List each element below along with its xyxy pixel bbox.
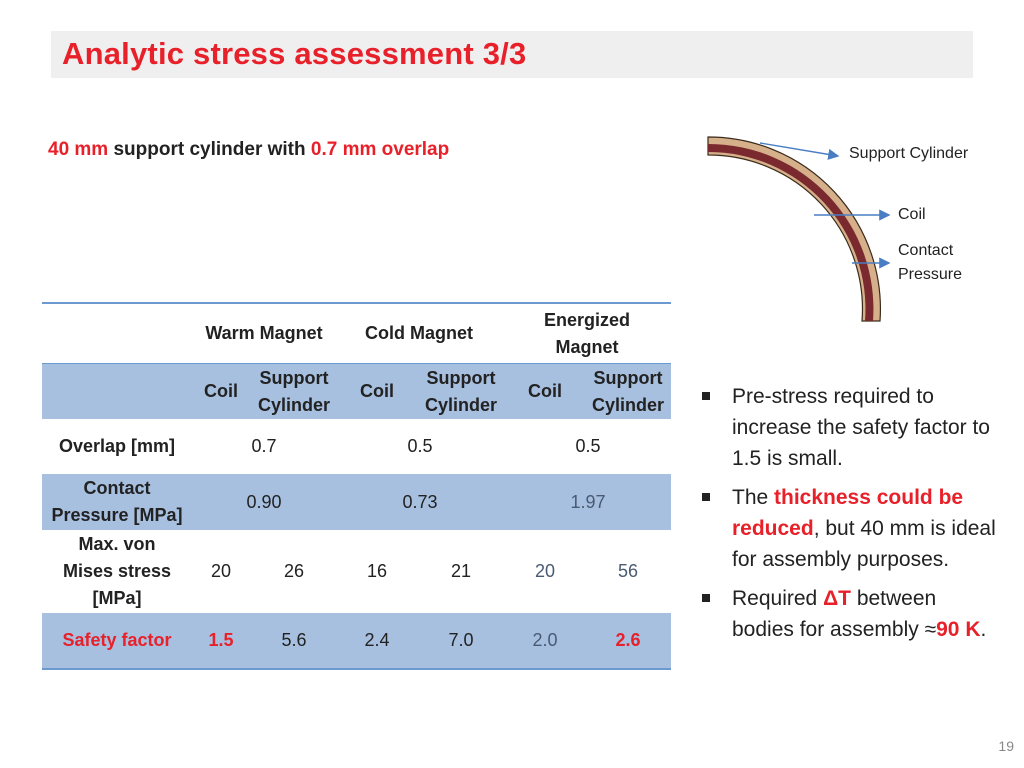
subheader-support-cylinder: Support Cylinder [419, 364, 503, 419]
subheader-support-line2: Cylinder [257, 394, 331, 415]
page-number: 19 [998, 738, 1014, 754]
header-warm-magnet: Warm Magnet [205, 323, 323, 343]
subtitle-overlap: 0.7 mm overlap [310, 139, 450, 160]
safety-cold-coil: 2.4 [364, 630, 390, 650]
label-coil: Coil [898, 206, 926, 223]
label-contact-line1: Contact [898, 242, 954, 259]
contact-label-line2: Pressure [MPa] [51, 505, 183, 525]
row-label-von-mises: Max. von Mises stress [MPa] [42, 530, 192, 613]
support-cylinder-arrow [759, 142, 840, 160]
subheader-coil: Coil [528, 381, 562, 401]
coil-band [708, 143, 874, 321]
bullet-square-icon [702, 493, 710, 501]
subheader-support-line1: Support [259, 367, 329, 388]
table-row-contact-pressure: Contact Pressure [MPa] 0.90 0.73 1.97 [42, 474, 671, 530]
contact-energized: 1.97 [570, 491, 606, 512]
contact-label-line1: Contact [83, 478, 151, 498]
header-cold-magnet: Cold Magnet [365, 323, 473, 343]
contact-warm: 0.90 [246, 491, 282, 512]
subheader-support-line2: Cylinder [591, 394, 665, 415]
label-support-cylinder: Support Cylinder [849, 145, 969, 162]
overlap-warm: 0.7 [251, 436, 277, 456]
row-label-overlap: Overlap [mm] [58, 436, 176, 456]
header-energized-line1: Energized [543, 309, 631, 330]
mises-label-line3: [MPa] [92, 588, 142, 608]
slide-subtitle: 40 mm support cylinder with 0.7 mm overl… [48, 139, 449, 161]
bullet-thickness-highlight: thickness could be reduced [732, 486, 964, 540]
subheader-support-line1: Support [426, 367, 496, 388]
label-contact-line2: Pressure [898, 266, 963, 283]
stress-table: Warm Magnet Cold Magnet Energized Magnet… [42, 302, 671, 670]
table-row-safety-factor: Safety factor 1.5 5.6 2.4 7.0 2.0 2.6 [42, 613, 671, 668]
table-row-overlap: Overlap [mm] 0.7 0.5 0.5 [42, 419, 671, 474]
row-label-safety-factor: Safety factor [62, 630, 172, 650]
bullet-text-prestress: Pre-stress required to increase the safe… [732, 385, 990, 470]
contact-cold: 0.73 [402, 491, 438, 512]
bullet-item-delta-t: Required ΔT between bodies for assembly … [700, 583, 1000, 645]
cylinder-cross-section-diagram: Support Cylinder Coil Contact Pressure [690, 125, 1010, 330]
subheader-support-line1: Support [593, 367, 663, 388]
safety-cold-support: 7.0 [448, 630, 474, 650]
title-bar [51, 31, 973, 78]
bullet-deltat-value: 90 K [936, 618, 981, 641]
bullet-deltat-symbol: ΔT [823, 587, 851, 610]
subheader-support-line2: Cylinder [424, 394, 498, 415]
table-header-row: Warm Magnet Cold Magnet Energized Magnet [42, 304, 671, 363]
arc-illustration [707, 136, 891, 322]
bullet-thickness-post: , but 40 mm is ideal for assembly purpos… [732, 517, 996, 571]
overlap-cold: 0.5 [407, 436, 433, 456]
subtitle-middle: support cylinder with [108, 139, 311, 160]
subheader-coil: Coil [204, 381, 238, 401]
bullet-deltat-pre: Required [732, 587, 824, 610]
table-row-von-mises: Max. von Mises stress [MPa] 20 26 16 21 … [42, 530, 671, 613]
safety-warm-coil: 1.5 [208, 630, 234, 650]
row-label-contact-pressure: Contact Pressure [MPa] [42, 474, 192, 530]
mises-cold-coil: 16 [366, 561, 388, 581]
safety-energized-coil: 2.0 [532, 630, 558, 650]
bullet-item-thickness: The thickness could be reduced, but 40 m… [700, 482, 1000, 575]
mises-energized-coil: 20 [534, 561, 556, 581]
slide-title: Analytic stress assessment 3/3 [62, 36, 527, 71]
bullet-square-icon [702, 594, 710, 602]
bullet-item-prestress: Pre-stress required to increase the safe… [700, 381, 1000, 474]
safety-energized-support: 2.6 [615, 630, 641, 650]
safety-warm-support: 5.6 [281, 630, 307, 650]
subheader-support-cylinder: Support Cylinder [586, 364, 670, 419]
subheader-coil: Coil [360, 381, 394, 401]
mises-energized-support: 56 [617, 561, 639, 581]
bullet-list: Pre-stress required to increase the safe… [700, 381, 1000, 653]
header-energized-magnet: Energized Magnet [515, 304, 659, 363]
bullet-square-icon [702, 392, 710, 400]
header-energized-line2: Magnet [555, 336, 619, 357]
overlap-energized: 0.5 [575, 436, 601, 456]
mises-warm-coil: 20 [210, 561, 232, 581]
mises-label-line1: Max. von [78, 534, 156, 554]
mises-warm-support: 26 [283, 561, 305, 581]
label-contact-pressure: Contact Pressure [898, 239, 962, 287]
bullet-deltat-post: . [980, 618, 987, 641]
subtitle-thickness: 40 mm [48, 139, 109, 160]
table-subheader-row: Coil Support Cylinder Coil Support Cylin… [42, 363, 671, 419]
mises-cold-support: 21 [450, 561, 472, 581]
bullet-deltat-mid: between bodies for assembly ≈ [732, 587, 937, 641]
bullet-thickness-pre: The [732, 486, 775, 509]
mises-label-line2: Mises stress [62, 561, 172, 581]
subheader-support-cylinder: Support Cylinder [252, 364, 336, 419]
